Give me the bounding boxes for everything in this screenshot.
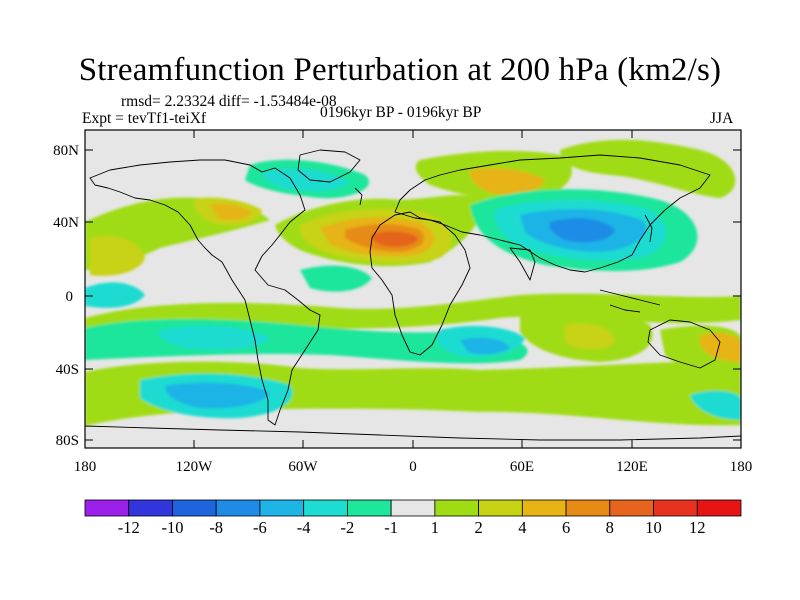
colorbar-swatch-5 bbox=[303, 499, 348, 517]
colorbar-swatch-0 bbox=[84, 499, 130, 517]
colorbar-label-0: -12 bbox=[117, 518, 140, 537]
positive-band-equatorial bbox=[85, 293, 741, 340]
lon-label-0: 0 bbox=[409, 459, 417, 475]
positive-band-arctic bbox=[560, 139, 736, 198]
negative-cyan-equatorial-pacific bbox=[85, 282, 145, 308]
colorbar-swatch-12 bbox=[609, 499, 654, 517]
colorbar-label-6: -1 bbox=[384, 518, 398, 537]
lon-label-60w: 60W bbox=[288, 459, 318, 475]
americas-outline bbox=[89, 159, 321, 426]
longitude-ticks bbox=[84, 130, 742, 448]
indonesia-outline bbox=[599, 289, 661, 313]
colorbar-label-2: -8 bbox=[209, 518, 224, 537]
colorbar-label-5: -2 bbox=[340, 518, 355, 537]
greenland-outline bbox=[297, 149, 361, 183]
lat-label-40s: 40S bbox=[56, 362, 79, 378]
colorbar-swatch-11 bbox=[565, 499, 611, 517]
colorbar-label-13: 12 bbox=[689, 518, 706, 537]
negative-lightblue-south-atlantic bbox=[460, 337, 510, 355]
colorbar-label-7: 1 bbox=[430, 518, 439, 537]
lon-label-120w: 120W bbox=[176, 459, 214, 475]
negative-cyan-south-ocean-east bbox=[690, 390, 741, 420]
colorbar-label-3: -6 bbox=[253, 518, 267, 537]
colorbar-label-1: -10 bbox=[161, 518, 184, 537]
colorbar-label-4: -4 bbox=[296, 518, 311, 537]
positive-max-sahara bbox=[371, 231, 418, 247]
contour-field bbox=[85, 130, 741, 448]
coastlines bbox=[85, 149, 741, 441]
negative-teal-equatorial-atlantic bbox=[300, 265, 372, 292]
colorbar-swatch-14 bbox=[696, 499, 742, 517]
india-outline bbox=[509, 247, 536, 281]
colorbar-swatch-6 bbox=[346, 499, 392, 517]
colorbar-swatch-9 bbox=[478, 499, 523, 517]
lat-label-80s: 80S bbox=[56, 433, 79, 449]
colorbar bbox=[84, 499, 742, 517]
lat-label-equator: 0 bbox=[66, 289, 74, 305]
lon-label-120e: 120E bbox=[616, 459, 648, 475]
negative-blue-asia-center bbox=[549, 218, 615, 243]
season-label: JJA bbox=[710, 110, 734, 127]
colorbar-swatch-1 bbox=[128, 499, 173, 517]
colorbar-swatch-10 bbox=[521, 499, 567, 517]
colorbar-swatch-7 bbox=[390, 499, 436, 517]
colorbar-label-8: 2 bbox=[474, 518, 483, 537]
negative-cyan-south-pacific bbox=[158, 325, 270, 350]
colorbar-swatch-3 bbox=[215, 499, 261, 517]
negative-lightblue-south-pacific-high-lat bbox=[165, 382, 270, 409]
positive-orange-north-america bbox=[210, 203, 252, 221]
australia-outline bbox=[647, 319, 721, 369]
lon-label-180-west: 180 bbox=[74, 459, 97, 475]
stats-line: rmsd= 2.23324 diff= -1.53484e-08 bbox=[121, 93, 337, 110]
colorbar-label-11: 8 bbox=[605, 518, 614, 537]
positive-yellow-indian bbox=[565, 323, 615, 350]
positive-yellow-pacific bbox=[90, 236, 145, 276]
colorbar-label-10: 6 bbox=[561, 518, 571, 537]
antarctica-outline bbox=[85, 425, 741, 441]
colorbar-swatch-4 bbox=[259, 499, 305, 517]
chart-title: Streamfunction Perturbation at 200 hPa (… bbox=[78, 52, 722, 88]
latitude-ticks bbox=[85, 149, 741, 441]
lat-label-80n: 80N bbox=[53, 143, 79, 159]
colorbar-swatch-8 bbox=[434, 499, 480, 517]
period-label: 0196kyr BP - 0196kyr BP bbox=[320, 104, 482, 121]
experiment-label: Expt = tevTf1-teiXf bbox=[82, 110, 207, 127]
lon-label-180-east: 180 bbox=[730, 459, 753, 475]
britain-outline bbox=[354, 187, 363, 206]
colorbar-swatch-2 bbox=[172, 499, 217, 517]
positive-orange-australia bbox=[700, 332, 741, 362]
lat-label-40n: 40N bbox=[53, 215, 79, 231]
colorbar-label-12: 10 bbox=[645, 518, 662, 537]
japan-outline bbox=[644, 214, 653, 243]
positive-orange-siberia bbox=[469, 168, 545, 195]
colorbar-label-9: 4 bbox=[518, 518, 527, 537]
colorbar-swatch-13 bbox=[653, 499, 698, 517]
lon-label-60e: 60E bbox=[510, 459, 534, 475]
